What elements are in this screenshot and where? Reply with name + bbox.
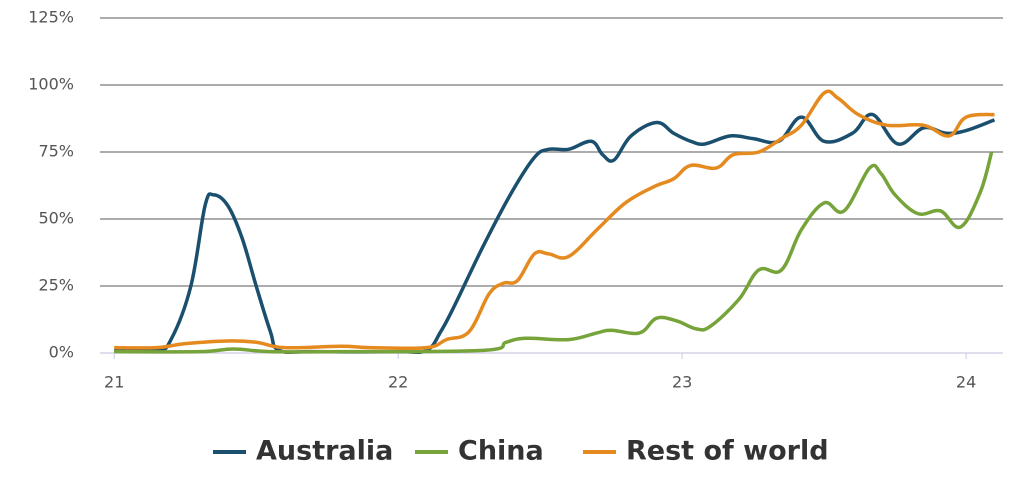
y-tick-label: 75% (38, 142, 74, 161)
series-line (114, 89, 995, 351)
y-tick-label: 25% (38, 276, 74, 295)
y-tick-label: 50% (38, 209, 74, 228)
y-tick-label: 125% (28, 8, 74, 27)
x-tick-label: 21 (104, 373, 124, 392)
legend-label: Australia (256, 436, 393, 467)
x-tick-label: 23 (672, 373, 692, 392)
legend-label: Rest of world (626, 436, 829, 467)
x-tick-label: 24 (956, 373, 976, 392)
x-tick-label: 22 (388, 373, 408, 392)
y-tick-label: 0% (49, 343, 74, 362)
series-line (114, 151, 994, 354)
y-tick-label: 100% (28, 75, 74, 94)
legend-label: China (458, 436, 544, 467)
series-line (114, 112, 996, 355)
